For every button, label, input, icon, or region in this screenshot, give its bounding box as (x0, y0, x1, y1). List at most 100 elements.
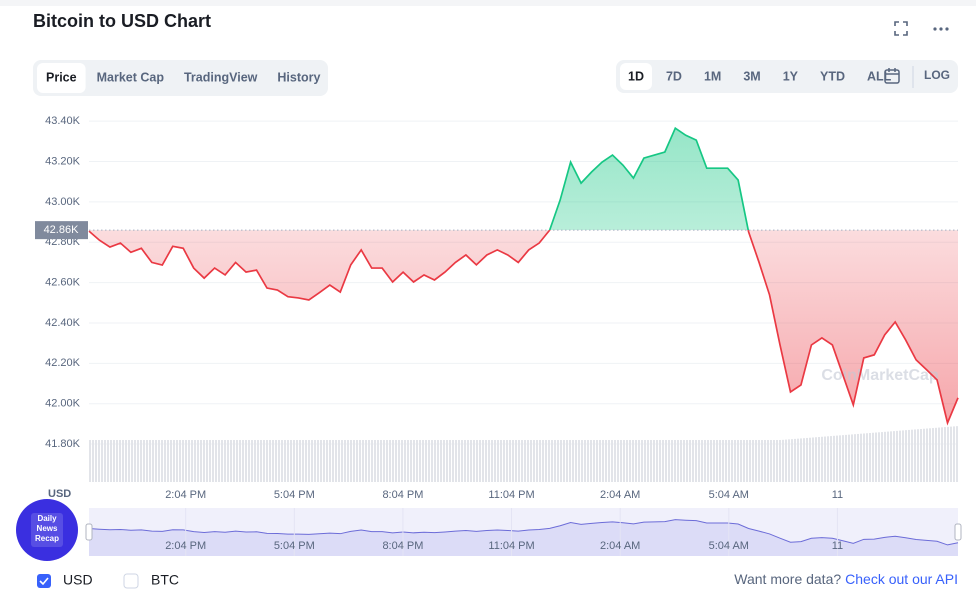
usd-checkbox[interactable] (37, 574, 51, 588)
volume-bar (362, 440, 364, 482)
volume-bar (713, 440, 715, 482)
volume-bar (875, 432, 877, 482)
volume-bar (341, 440, 343, 482)
volume-bar (827, 436, 829, 482)
volume-bar (260, 440, 262, 482)
volume-bar (212, 440, 214, 482)
volume-bar (755, 440, 757, 482)
check (39, 577, 49, 586)
volume-bar (209, 440, 211, 482)
volume-bar (434, 440, 436, 482)
volume-bar (236, 440, 238, 482)
volume-bar (950, 426, 952, 482)
volume-bar (899, 430, 901, 482)
volume-bar (491, 440, 493, 482)
volume-bar (539, 440, 541, 482)
volume-bar (389, 440, 391, 482)
volume-bar (125, 440, 127, 482)
volume-bar (497, 440, 499, 482)
volume-bar (890, 431, 892, 482)
volume-bar (338, 440, 340, 482)
tab[interactable]: Market Cap (97, 70, 165, 84)
calendar-icon[interactable] (884, 68, 900, 84)
volume-bar (644, 440, 646, 482)
navigator-area (89, 519, 958, 556)
volume-bar (128, 440, 130, 482)
x-tick-label: 5:04 AM (709, 489, 749, 501)
y-tick-label: 42.80K (45, 236, 81, 248)
volume-bar (185, 440, 187, 482)
y-tick-label: 41.80K (45, 438, 81, 450)
range-button[interactable]: 1Y (783, 69, 799, 83)
legend-btc[interactable]: BTC (151, 572, 179, 588)
volume-bar (254, 440, 256, 482)
volume-bar (350, 440, 352, 482)
volume-bar (410, 440, 412, 482)
api-link[interactable]: Check out our API (845, 571, 958, 587)
more-icon[interactable] (933, 27, 949, 31)
volume-bar (239, 440, 241, 482)
navigator-label: 2:04 PM (165, 540, 206, 552)
volume-bar (722, 440, 724, 482)
volume-bar (734, 440, 736, 482)
volume-bar (779, 440, 781, 482)
volume-bar (515, 440, 517, 482)
badge-text: News (37, 524, 58, 533)
legend-usd[interactable]: USD (63, 572, 93, 588)
tab[interactable]: TradingView (184, 70, 258, 84)
tab[interactable]: History (277, 70, 320, 84)
footer-prompt: Want more data? (734, 571, 841, 587)
volume-bar (668, 440, 670, 482)
volume-bar (680, 440, 682, 482)
volume-bar (806, 437, 808, 482)
volume-bar (761, 440, 763, 482)
btc-checkbox[interactable] (123, 573, 139, 589)
volume-bar (593, 440, 595, 482)
range-button[interactable]: 1D (628, 69, 644, 83)
volume-bar (620, 440, 622, 482)
area-down (89, 230, 958, 423)
navigator-label: 5:04 PM (274, 540, 315, 552)
volume-bar (431, 440, 433, 482)
volume-bar (335, 440, 337, 482)
volume-bar (800, 438, 802, 482)
tab[interactable]: Price (46, 70, 77, 84)
volume-bar (683, 440, 685, 482)
volume-bar (746, 440, 748, 482)
volume-bar (275, 440, 277, 482)
volume-bar (296, 440, 298, 482)
range-button[interactable]: 7D (666, 69, 682, 83)
volume-bar (203, 440, 205, 482)
y-tick-label: 43.00K (45, 196, 81, 208)
navigator-handle[interactable] (954, 523, 962, 541)
volume-bar (743, 440, 745, 482)
volume-bar (614, 440, 616, 482)
range-button[interactable]: ALL (867, 69, 892, 83)
volume-bar (605, 440, 607, 482)
volume-bar (197, 440, 199, 482)
volume-bar (326, 440, 328, 482)
volume-bar (581, 440, 583, 482)
range-bar (616, 60, 958, 93)
volume-bar (233, 440, 235, 482)
volume-bar (149, 440, 151, 482)
volume-bar (926, 428, 928, 482)
volume-bar (599, 440, 601, 482)
range-button[interactable]: YTD (820, 69, 845, 83)
volume-bar (818, 437, 820, 482)
volume-bar (422, 440, 424, 482)
range-button[interactable]: 1M (704, 69, 721, 83)
range-button[interactable]: 3M (743, 69, 760, 83)
volume-bar (932, 428, 934, 482)
volume-bar (488, 440, 490, 482)
volume-bar (290, 440, 292, 482)
volume-bar (377, 440, 379, 482)
log-button[interactable]: LOG (924, 68, 950, 82)
volume-bar (878, 432, 880, 482)
volume-bar (872, 432, 874, 482)
volume-bar (134, 440, 136, 482)
fullscreen-icon[interactable] (894, 21, 908, 36)
navigator-handle[interactable] (85, 523, 93, 541)
volume-bar (830, 436, 832, 482)
volume-bar (155, 440, 157, 482)
